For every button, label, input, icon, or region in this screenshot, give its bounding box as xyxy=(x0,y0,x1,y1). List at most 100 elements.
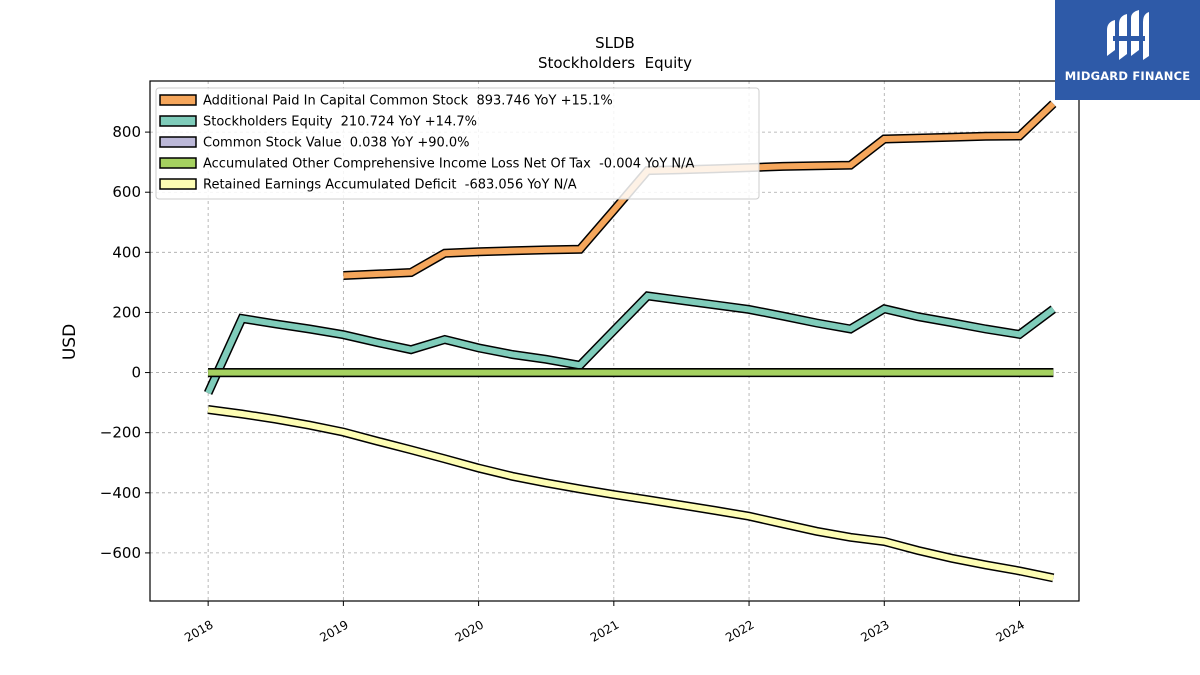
legend-label: Additional Paid In Capital Common Stock … xyxy=(203,94,613,109)
data-point xyxy=(1053,309,1054,310)
legend-swatch xyxy=(159,178,197,190)
data-point xyxy=(985,329,986,330)
data-point xyxy=(985,136,986,137)
data-point xyxy=(1019,570,1020,571)
y-tick-label: −200 xyxy=(100,424,141,442)
data-point xyxy=(715,510,716,511)
logo-emblem-icon xyxy=(1107,10,1149,60)
legend-label: Stockholders Equity 210.724 YoY +14.7% xyxy=(203,115,477,130)
data-point xyxy=(850,537,851,538)
legend: Additional Paid In Capital Common Stock … xyxy=(155,87,760,200)
data-point xyxy=(411,272,412,273)
y-tick-label: −400 xyxy=(100,484,141,502)
data-point xyxy=(580,249,581,250)
series-stroke xyxy=(207,406,1054,581)
data-point xyxy=(884,139,885,140)
data-point xyxy=(208,409,209,410)
data-point xyxy=(613,494,614,495)
data-point xyxy=(580,365,581,366)
data-point xyxy=(782,166,783,167)
data-point xyxy=(918,316,919,317)
data-point xyxy=(478,347,479,348)
data-point xyxy=(309,425,310,426)
data-point xyxy=(309,329,310,330)
legend-swatch xyxy=(159,115,197,127)
y-tick-label: 800 xyxy=(112,123,141,141)
data-point xyxy=(951,322,952,323)
data-point xyxy=(242,414,243,415)
data-point xyxy=(377,342,378,343)
data-point xyxy=(444,339,445,340)
data-point xyxy=(985,564,986,565)
data-point xyxy=(512,250,513,251)
data-point xyxy=(681,505,682,506)
data-point xyxy=(681,300,682,301)
data-point xyxy=(208,393,209,394)
data-point xyxy=(1053,577,1054,578)
y-tick-label: 200 xyxy=(112,303,141,321)
data-point xyxy=(580,488,581,489)
data-point xyxy=(951,137,952,138)
data-point xyxy=(478,468,479,469)
x-tick-label: 2021 xyxy=(588,617,621,644)
x-axis-ticks: 2018 2019 2020 2021 2022 2023 2024 xyxy=(182,601,1027,645)
legend-label: Accumulated Other Comprehensive Income L… xyxy=(203,157,694,172)
data-point xyxy=(444,458,445,459)
data-point xyxy=(816,323,817,324)
data-point xyxy=(782,523,783,524)
series-stroke xyxy=(205,292,1056,395)
data-point xyxy=(884,541,885,542)
data-point xyxy=(749,309,750,310)
series-line-4 xyxy=(207,405,1055,583)
legend-swatch xyxy=(159,157,197,169)
data-point xyxy=(1053,103,1054,104)
y-tick-label: 400 xyxy=(112,243,141,261)
legend-label: Common Stock Value 0.038 YoY +90.0% xyxy=(203,136,470,151)
logo-text: MIDGARD FINANCE xyxy=(1064,69,1191,83)
data-point xyxy=(647,499,648,500)
data-point xyxy=(715,304,716,305)
data-point xyxy=(208,372,209,373)
legend-item: Retained Earnings Accumulated Deficit -6… xyxy=(159,178,577,193)
legend-item: Stockholders Equity 210.724 YoY +14.7% xyxy=(159,115,477,130)
data-point xyxy=(647,295,648,296)
data-point xyxy=(343,275,344,276)
data-point xyxy=(816,531,817,532)
data-point xyxy=(918,138,919,139)
plot-frame xyxy=(149,80,1080,602)
series-line-1 xyxy=(204,291,1056,395)
x-tick-label: 2018 xyxy=(182,617,215,644)
legend-item: Accumulated Other Comprehensive Income L… xyxy=(159,157,694,172)
data-point xyxy=(749,516,750,517)
legend-item: Additional Paid In Capital Common Stock … xyxy=(159,94,613,109)
data-point xyxy=(546,359,547,360)
data-point xyxy=(850,329,851,330)
data-point xyxy=(850,165,851,166)
data-point xyxy=(1019,136,1020,137)
data-point xyxy=(951,558,952,559)
data-point xyxy=(478,251,479,252)
data-point xyxy=(512,476,513,477)
data-point xyxy=(444,253,445,254)
data-point xyxy=(918,550,919,551)
data-point xyxy=(275,419,276,420)
data-point xyxy=(782,316,783,317)
y-axis-label: USD xyxy=(60,324,80,360)
data-point xyxy=(546,482,547,483)
data-point xyxy=(343,334,344,335)
data-point xyxy=(884,308,885,309)
data-point xyxy=(512,354,513,355)
data-point xyxy=(613,210,614,211)
data-point xyxy=(343,432,344,433)
data-point xyxy=(377,441,378,442)
legend-swatch xyxy=(159,136,197,148)
x-tick-label: 2022 xyxy=(723,617,756,644)
data-point xyxy=(1019,334,1020,335)
data-point xyxy=(411,449,412,450)
data-point xyxy=(613,330,614,331)
x-tick-label: 2020 xyxy=(453,617,486,644)
legend-label: Retained Earnings Accumulated Deficit -6… xyxy=(203,178,577,193)
x-tick-label: 2024 xyxy=(994,617,1027,644)
chart-subtitle: Stockholders Equity xyxy=(538,54,692,72)
